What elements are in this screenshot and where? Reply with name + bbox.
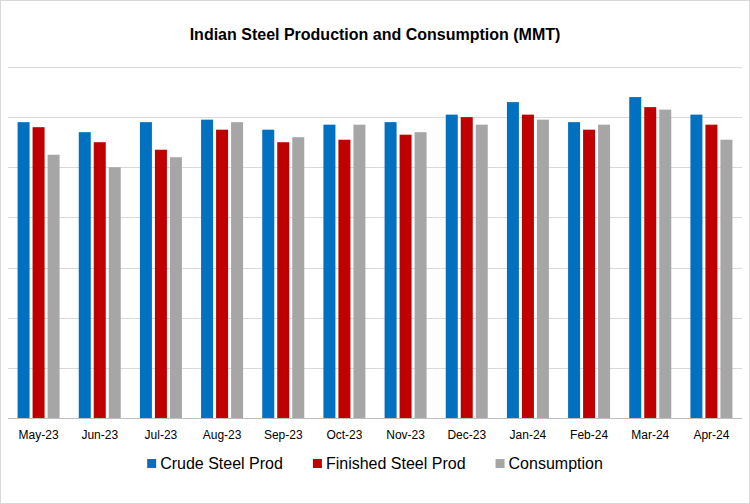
bar [79, 132, 91, 418]
bar [583, 130, 595, 418]
x-tick-label: Mar-24 [631, 428, 669, 442]
bar [598, 125, 610, 418]
bar [109, 167, 121, 418]
x-tick-label: Oct-23 [326, 428, 362, 442]
grid-line [8, 418, 742, 419]
bar [690, 115, 702, 418]
chart: Indian Steel Production and Consumption … [0, 0, 750, 504]
bar [461, 117, 473, 418]
title: Indian Steel Production and Consumption … [190, 26, 561, 43]
x-tick-label: Nov-23 [386, 428, 425, 442]
legend: Crude Steel Prod Finished Steel Prod Consu… [147, 455, 603, 472]
legend-label: Consumption [509, 455, 603, 472]
x-tick-label: Jul-23 [145, 428, 178, 442]
bar [201, 120, 213, 418]
bar [476, 125, 488, 418]
x-tick-label: Jan-24 [510, 428, 547, 442]
bar [262, 130, 274, 418]
bar [644, 107, 656, 418]
grid-line [8, 67, 742, 68]
bar [140, 122, 152, 418]
bar [415, 132, 427, 418]
bar [522, 115, 534, 418]
bar [292, 137, 304, 418]
bar [277, 142, 289, 418]
bar [568, 122, 580, 418]
bar [94, 142, 106, 418]
bar [18, 122, 30, 418]
x-tick-label: Dec-23 [447, 428, 486, 442]
bar [170, 157, 182, 418]
bar [659, 110, 671, 418]
x-tick-label: Aug-23 [203, 428, 242, 442]
chart-frame [1, 1, 750, 504]
bar [446, 115, 458, 418]
bar [338, 140, 350, 418]
bar [155, 150, 167, 418]
bar [33, 127, 45, 418]
x-tick-label: Sep-23 [264, 428, 303, 442]
legend-label: Crude Steel Prod [160, 455, 283, 472]
x-axis [8, 418, 742, 419]
bar [323, 125, 335, 418]
bar [353, 125, 365, 418]
bar [400, 135, 412, 418]
bar [705, 125, 717, 418]
bar [48, 155, 60, 418]
legend-swatch [147, 459, 156, 468]
bar [720, 140, 732, 418]
bar [216, 130, 228, 418]
x-tick-label: May-23 [19, 428, 59, 442]
bar [231, 122, 243, 418]
bar [629, 97, 641, 418]
bars [18, 97, 733, 418]
x-tick-label: Apr-24 [693, 428, 729, 442]
x-tick-label: Jun-23 [81, 428, 118, 442]
bar [537, 120, 549, 418]
legend-label: Finished Steel Prod [326, 455, 466, 472]
legend-swatch [313, 459, 322, 468]
bar [507, 102, 519, 418]
bar [385, 122, 397, 418]
x-tick-label: Feb-24 [570, 428, 608, 442]
legend-swatch [496, 459, 505, 468]
